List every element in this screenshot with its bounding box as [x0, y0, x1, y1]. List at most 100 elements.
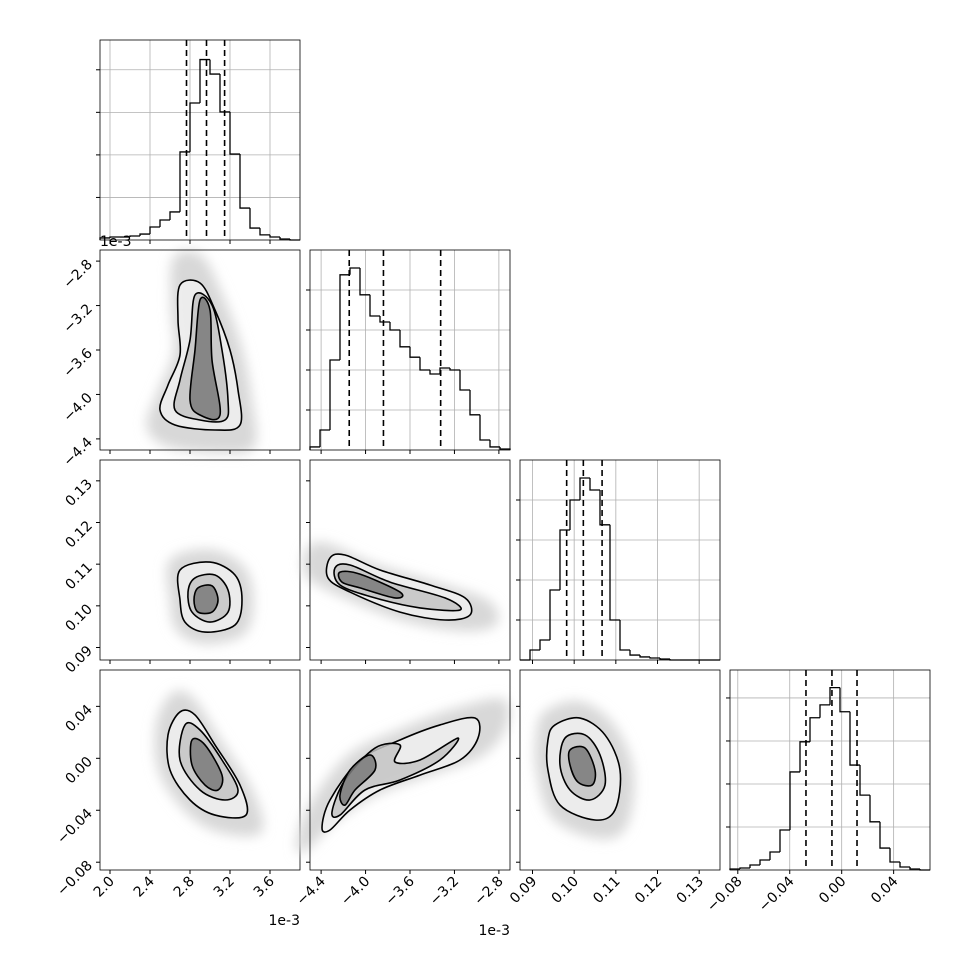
histogram-bin: [339, 274, 350, 360]
y-tick-label: 0.12: [62, 518, 95, 551]
histogram-bin: [889, 848, 900, 863]
x-tick-label: 2.0: [91, 874, 118, 901]
panel-frame: [309, 249, 511, 451]
histogram-bin: [329, 359, 340, 430]
histogram-bin: [149, 226, 160, 235]
contour: [567, 745, 597, 787]
histogram-bin: [879, 821, 890, 849]
x-tick-label: 0.00: [816, 874, 849, 907]
histogram-bin: [639, 655, 650, 658]
histogram-bin: [419, 357, 430, 371]
histogram-bin: [489, 440, 500, 448]
histogram-bin: [239, 154, 250, 209]
panel: 0.090.100.110.120.13: [62, 459, 301, 676]
histogram-bin: [619, 620, 630, 651]
histogram-bin: [529, 649, 540, 660]
histogram-bin: [139, 233, 150, 236]
histogram-bin: [909, 866, 920, 870]
histogram-bin: [459, 370, 470, 391]
histogram-bin: [569, 499, 580, 530]
histogram-bin: [229, 111, 240, 155]
y-tick-label: −3.6: [60, 345, 95, 380]
histogram-bin: [399, 330, 410, 348]
panel-frame: [519, 459, 721, 661]
histogram-bin: [269, 234, 280, 238]
y-tick-label: −3.2: [60, 301, 95, 336]
x-tick-label: −2.8: [471, 874, 506, 909]
histogram-bin: [219, 74, 230, 113]
contour: [189, 737, 224, 792]
panel-frame: [99, 669, 301, 871]
y-tick-label: −4.0: [60, 390, 95, 425]
histogram-bin: [539, 639, 550, 650]
histogram-bin: [189, 102, 200, 152]
contour: [189, 296, 222, 421]
histogram-bin: [599, 490, 610, 526]
histogram-bin: [749, 864, 760, 869]
histogram-bin: [839, 687, 850, 713]
histogram-bin: [859, 765, 870, 796]
x-tick-label: −3.6: [382, 873, 417, 908]
histogram-bin: [799, 741, 810, 772]
x-tick-label: 0.13: [674, 874, 707, 907]
histogram-bin: [649, 656, 660, 659]
panel-frame: [729, 669, 931, 871]
y-tick-label: 0.13: [62, 476, 95, 509]
panel-frame: [309, 669, 511, 871]
contour: [339, 754, 377, 806]
y-tick-label: 0.10: [62, 601, 95, 634]
panel: [306, 249, 511, 454]
histogram-bin: [549, 589, 560, 640]
x-tick-label: −3.2: [427, 874, 462, 909]
x-tick-label: 0.04: [868, 873, 901, 906]
panel: −4.4 −4.0 −3.6 −3.2 −2.8: [60, 249, 301, 470]
x-tick-label: 0.09: [507, 874, 540, 907]
histogram-bin: [789, 771, 800, 830]
histogram-bin: [479, 414, 490, 441]
y-tick-label: 0.04: [62, 702, 95, 735]
histogram-bin: [129, 235, 140, 238]
histogram-bin: [849, 711, 860, 766]
histogram-bin: [739, 867, 750, 869]
histogram-bin: [309, 446, 320, 450]
contour: [337, 570, 404, 599]
histogram-bin: [559, 529, 570, 590]
histogram-bin: [209, 59, 220, 75]
x-tick-label: −4.4: [294, 873, 329, 908]
histogram-bin: [579, 477, 590, 500]
histogram-bin: [769, 851, 780, 861]
x-tick-label: 2.8: [171, 874, 198, 901]
panel-frame: [99, 459, 301, 661]
histogram-bin: [829, 686, 840, 705]
panel: −4.4 −4.0 −3.6 −3.2 −2.8: [294, 669, 511, 909]
panel-frame: [99, 249, 301, 451]
panel: [516, 459, 721, 664]
y-tick-label: −4.4: [60, 434, 95, 469]
histogram-bin: [819, 704, 830, 718]
histogram-bin: [469, 390, 480, 416]
y-tick-label: −2.8: [60, 257, 95, 292]
histogram-bin: [379, 316, 390, 323]
histogram-bin: [169, 211, 180, 220]
y-tick-label: 0.00: [62, 754, 95, 787]
histogram-bin: [109, 236, 120, 238]
panel-frame: [519, 669, 721, 871]
histogram-bin: [609, 524, 620, 621]
panel-frame: [99, 39, 301, 241]
x-tick-label: 0.10: [549, 874, 582, 907]
histogram-bin: [159, 219, 170, 227]
panel: −0.08 −0.04 0.00 0.04 2.0 2.4 2.8 3.2 3.6: [54, 669, 301, 901]
histogram-bin: [779, 829, 790, 853]
x-offset-label: 1e-3: [269, 913, 300, 929]
x-tick-label: 3.2: [211, 874, 238, 901]
histogram-bin: [389, 322, 400, 331]
histogram-bin: [279, 237, 290, 240]
x-tick-label: 0.12: [632, 874, 665, 907]
histogram-bin: [369, 294, 380, 317]
histogram-bin: [629, 650, 640, 656]
histogram-bin: [199, 58, 210, 103]
histogram-bin: [439, 367, 450, 374]
histogram-bin: [869, 795, 880, 823]
